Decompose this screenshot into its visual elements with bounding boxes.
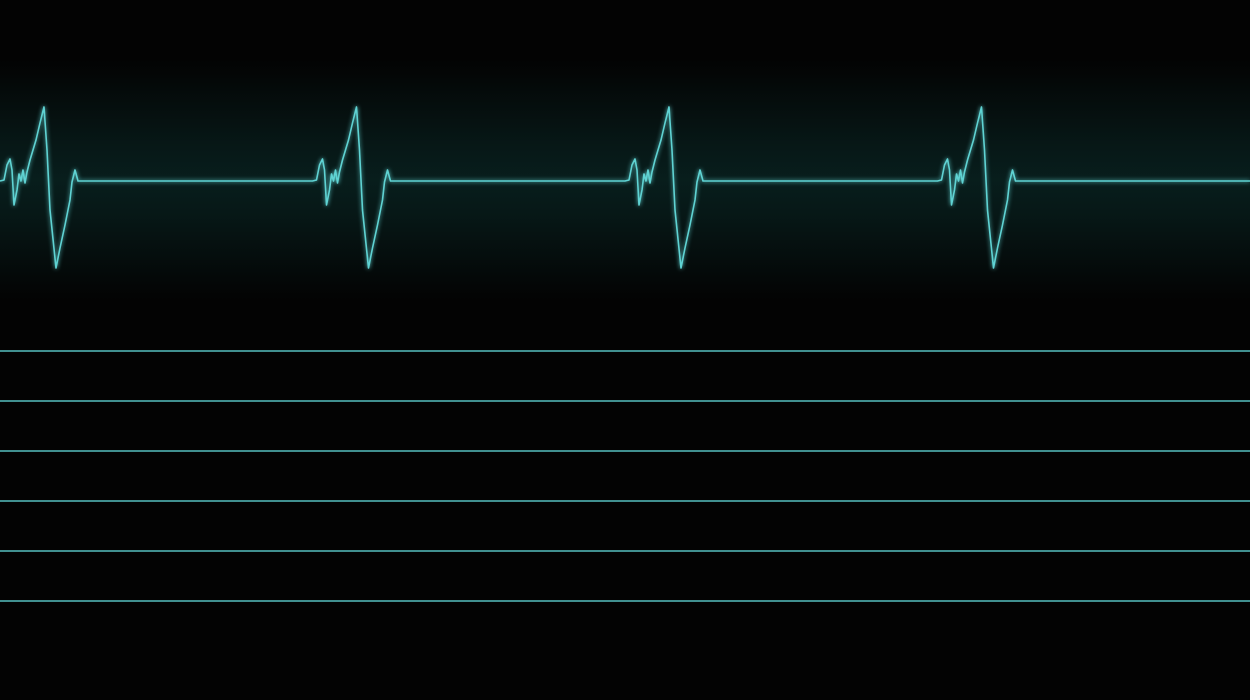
ecg-trace-line xyxy=(0,106,1250,269)
ecg-waveform xyxy=(0,106,1250,269)
flatline-traces xyxy=(0,350,1250,602)
trace-glow-band xyxy=(0,60,1250,300)
